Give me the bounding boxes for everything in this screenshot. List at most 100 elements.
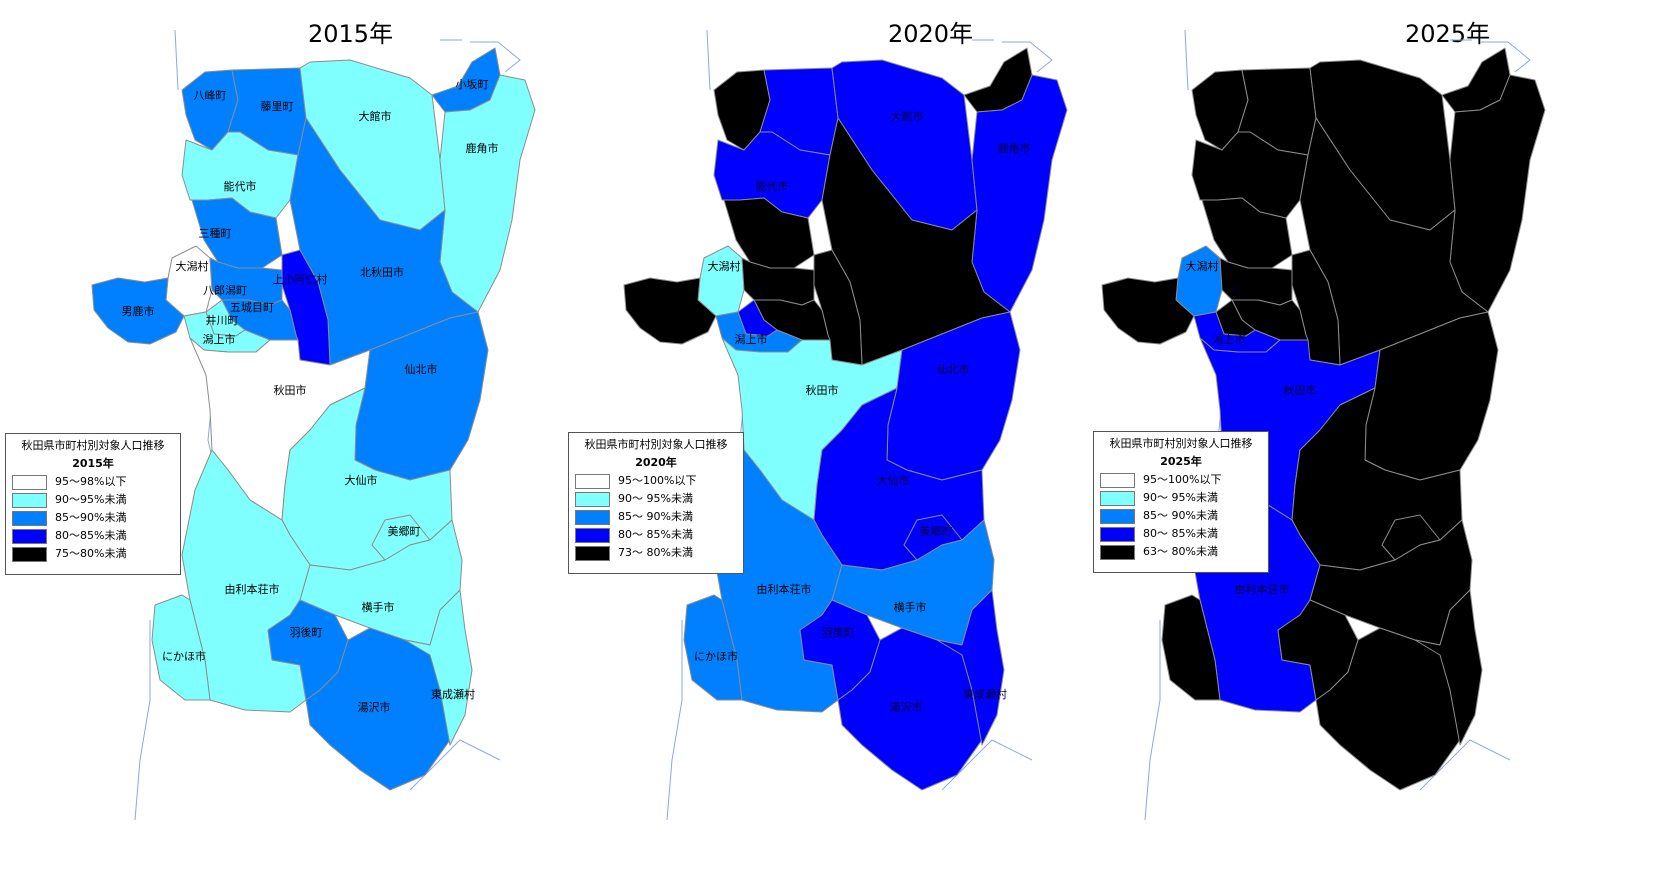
label-yurihonjo: 由利本荘市 <box>225 582 280 596</box>
region-oga <box>91 277 185 345</box>
label-mitane: 三種町 <box>199 226 232 240</box>
legend-label: 90～95%未満 <box>55 493 127 506</box>
label-katagami: 潟上市 <box>203 332 236 346</box>
legend-label: 73～ 80%未満 <box>618 546 693 559</box>
legend-label: 63～ 80%未満 <box>1143 545 1218 558</box>
region-nikaho <box>683 594 743 701</box>
label-ogata: 大潟村 <box>1186 259 1219 273</box>
region-higashinaruse <box>404 589 473 746</box>
legend-item: 85～90%未満 <box>12 509 174 527</box>
label-semboku: 仙北市 <box>937 362 970 376</box>
label-akita: 秋田市 <box>806 383 839 397</box>
region-oga <box>623 277 717 345</box>
legend-swatch <box>1100 490 1135 506</box>
legend-swatch <box>12 546 47 562</box>
legend-label: 85～ 90%未満 <box>1143 509 1218 522</box>
label-ikawa: 井川町 <box>206 313 239 327</box>
legend-item: 90～ 95%未満 <box>575 490 737 508</box>
label-kamikoani: 上小阿仁村 <box>273 272 328 286</box>
legend-swatch <box>1100 526 1135 542</box>
legend-item: 80～ 85%未満 <box>575 526 737 544</box>
legend-title: 秋田県市町村別対象人口推移 <box>1109 437 1253 450</box>
label-fujisato: 藤里町 <box>261 100 294 113</box>
label-odate: 大館市 <box>891 109 924 123</box>
legend-item: 95～100%以下 <box>1100 471 1262 489</box>
label-higashinaruse: 東成瀬村 <box>431 687 475 701</box>
label-kosaka: 小坂町 <box>456 78 489 91</box>
label-yuzawa: 湯沢市 <box>358 700 391 714</box>
legend-title: 秋田県市町村別対象人口推移 <box>584 438 728 451</box>
label-semboku: 仙北市 <box>405 362 438 376</box>
region-nikaho <box>151 594 211 701</box>
legend-item: 80～ 85%未満 <box>1100 525 1262 543</box>
legend-swatch <box>1100 508 1135 524</box>
legend-title: 秋田県市町村別対象人口推移 <box>21 439 165 452</box>
legend-2015: 秋田県市町村別対象人口推移 2015年 95～98%以下 90～95%未満 85～90%… <box>5 433 181 575</box>
label-noshiro: 能代市 <box>756 179 789 193</box>
legend-label: 85～ 90%未満 <box>618 510 693 523</box>
label-noshiro: 能代市 <box>224 179 257 193</box>
label-nikaho: にかほ市 <box>694 649 738 663</box>
legend-item: 90～95%未満 <box>12 491 174 509</box>
region-higashinaruse <box>936 589 1005 746</box>
label-ugo: 羽後町 <box>822 625 855 639</box>
legend-swatch <box>575 545 610 561</box>
legend-item: 63～ 80%未満 <box>1100 543 1262 561</box>
legend-label: 90～ 95%未満 <box>1143 491 1218 504</box>
label-ogata: 大潟村 <box>176 259 209 273</box>
label-odate: 大館市 <box>359 109 392 123</box>
label-yokote: 横手市 <box>362 600 395 614</box>
region-higashinaruse <box>1414 589 1483 746</box>
legend-2025: 秋田県市町村別対象人口推移 2025年 95～100%以下 90～ 95%未満 85～ … <box>1093 431 1269 573</box>
legend-swatch <box>12 492 47 508</box>
label-hachirogata: 八郎潟町 <box>203 283 247 297</box>
label-yuzawa: 湯沢市 <box>890 700 923 714</box>
legend-swatch <box>12 510 47 526</box>
label-yurihonjo: 由利本荘市 <box>757 582 812 596</box>
label-yokote: 横手市 <box>894 600 927 614</box>
legend-swatch <box>1100 472 1135 488</box>
map-title-2020: 2020年 <box>888 20 974 48</box>
legend-label: 95～100%以下 <box>1143 473 1222 486</box>
legend-swatch <box>575 527 610 543</box>
label-kazuno: 鹿角市 <box>998 141 1031 155</box>
map-title-2015: 2015年 <box>308 20 394 48</box>
label-hachirogata: 八 <box>1230 284 1241 297</box>
label-misato: 美郷町 <box>920 524 953 538</box>
legend-item: 85～ 90%未満 <box>1100 507 1262 525</box>
label-gojome: 五城目町 <box>230 301 274 314</box>
region-oga <box>1101 277 1195 345</box>
legend-item: 73～ 80%未満 <box>575 544 737 562</box>
legend-label: 85～90%未満 <box>55 511 127 524</box>
region-nikaho <box>1161 594 1221 701</box>
label-daisen: 大仙市 <box>345 473 378 487</box>
legend-item: 80～85%未満 <box>12 527 174 545</box>
legend-label: 80～85%未満 <box>55 529 127 542</box>
legend-item: 85～ 90%未満 <box>575 508 737 526</box>
legend-label: 80～ 85%未満 <box>1143 527 1218 540</box>
label-kitaakita: 北秋田市 <box>360 265 404 279</box>
label-ogata: 大潟村 <box>708 259 741 273</box>
label-kazuno: 鹿角市 <box>466 141 499 155</box>
label-daisen: 大仙市 <box>877 473 910 487</box>
legend-item: 95～100%以下 <box>575 472 737 490</box>
legend-swatch <box>575 509 610 525</box>
legend-label: 95～100%以下 <box>618 474 697 487</box>
legend-label: 90～ 95%未満 <box>618 492 693 505</box>
map-title-2025: 2025年 <box>1405 20 1491 48</box>
legend-item: 90～ 95%未満 <box>1100 489 1262 507</box>
legend-swatch <box>12 528 47 544</box>
label-oga: 男鹿市 <box>122 304 155 318</box>
legend-label: 80～ 85%未満 <box>618 528 693 541</box>
legend-swatch <box>575 473 610 489</box>
label-akita: 秋田市 <box>1284 383 1317 397</box>
label-akita: 秋田市 <box>274 383 307 397</box>
label-yurihonjo: 由利本荘市 <box>1235 582 1290 596</box>
legend-year: 2015年 <box>72 457 114 470</box>
legend-year: 2025年 <box>1160 455 1202 468</box>
legend-swatch <box>575 491 610 507</box>
